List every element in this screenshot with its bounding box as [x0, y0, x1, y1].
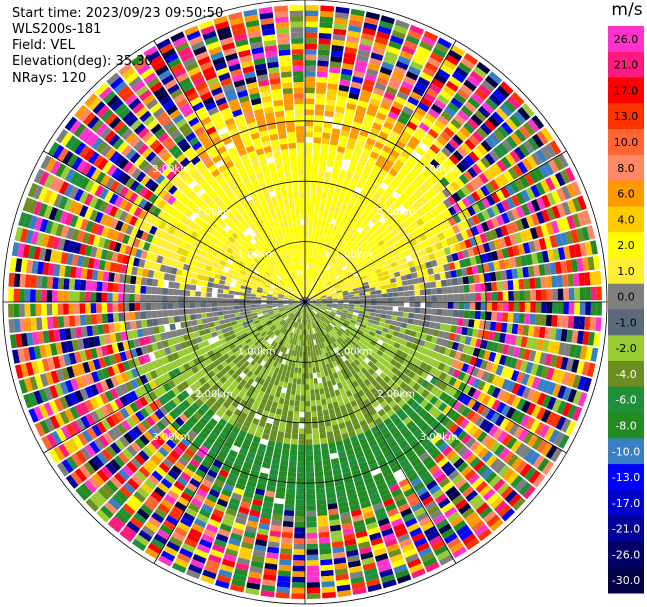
colorbar-cell: [608, 335, 644, 362]
range-label: 1.00km: [334, 250, 372, 261]
colorbar-tick-label: 2.0: [617, 239, 635, 252]
colorbar-cell: [608, 103, 644, 130]
colorbar-cell: [608, 180, 644, 207]
colorbar-cell: [608, 489, 644, 517]
range-label: 2.00km: [195, 389, 233, 400]
colorbar-tick-label: -6.0: [615, 394, 636, 407]
colorbar-tick-label: -1.0: [615, 316, 636, 329]
colorbar-tick-label: 17.0: [614, 84, 639, 97]
range-label: 3.00km: [152, 432, 190, 443]
colorbar-tick-label: -17.0: [612, 497, 640, 510]
range-label: 3.00km: [420, 164, 458, 175]
field-label: Field: VEL: [12, 38, 75, 53]
colorbar-tick-label: -10.0: [612, 445, 640, 458]
colorbar-cell: [608, 283, 644, 310]
colorbar-tick-label: -4.0: [615, 368, 636, 381]
range-label: 1.00km: [238, 250, 276, 261]
colorbar-cell: [608, 129, 644, 156]
colorbar-tick-label: -21.0: [612, 523, 640, 536]
colorbar: 26.0 21.0 17.0 13.0 10.0 8.0 6.0 4.0 2.0 1.0 0.0 -1…: [608, 26, 644, 594]
range-rings: [2, 0, 608, 605]
instrument-label: WLS200s-181: [12, 22, 102, 37]
colorbar-tick-label: 21.0: [614, 59, 639, 72]
colorbar-cell: [608, 515, 644, 542]
colorbar-tick-label: -30.0: [612, 574, 640, 587]
azimuth-spoke: [43, 301, 306, 454]
colorbar-cell: [608, 567, 644, 594]
range-label: 2.00km: [377, 389, 415, 400]
range-label: 1.00km: [334, 346, 372, 357]
azimuth-spoke: [304, 150, 567, 303]
colorbar-tick-label: 1.0: [617, 265, 635, 278]
elevation-label: Elevation(deg): 35.30: [12, 54, 153, 69]
colorbar-tick-label: -8.0: [615, 420, 636, 433]
range-label: 3.00km: [152, 164, 190, 175]
colorbar-tick-label: -2.0: [615, 342, 636, 355]
colorbar-cell: [608, 26, 644, 53]
colorbar-tick-label: 26.0: [614, 33, 639, 46]
azimuth-spoke: [304, 301, 457, 564]
range-label: 2.00km: [377, 207, 415, 218]
colorbar-cell: [608, 412, 644, 439]
colorbar-cell: [608, 541, 644, 568]
colorbar-title: m/s: [611, 0, 643, 20]
colorbar-cell: [608, 361, 644, 388]
colorbar-cell: [608, 386, 644, 414]
colorbar-cell: [608, 77, 644, 104]
colorbar-tick-label: 8.0: [617, 162, 635, 175]
nrays-label: NRays: 120: [12, 71, 87, 86]
colorbar-cell: [608, 232, 644, 259]
colorbar-tick-label: 10.0: [614, 136, 639, 149]
azimuth-spoke: [304, 301, 567, 454]
radial-gates: [8, 5, 602, 599]
colorbar-cell: [608, 51, 644, 79]
colorbar-tick-label: -26.0: [612, 548, 640, 561]
range-label: 3.00km: [420, 432, 458, 443]
colorbar-cell: [608, 309, 644, 336]
colorbar-tick-label: 13.0: [614, 110, 639, 123]
colorbar-cell: [608, 258, 644, 285]
azimuth-spoke: [153, 40, 306, 303]
colorbar-tick-label: -13.0: [612, 471, 640, 484]
colorbar-tick-label: 4.0: [617, 213, 635, 226]
colorbar-cell: [608, 464, 644, 491]
colorbar-tick-label: 0.0: [617, 291, 635, 304]
azimuth-spoke: [43, 150, 306, 303]
colorbar-cell: [608, 438, 644, 465]
colorbar-tick-label: 6.0: [617, 188, 635, 201]
range-label: 1.00km: [238, 346, 276, 357]
colorbar-cell: [608, 206, 644, 233]
azimuth-spoke: [153, 301, 306, 564]
start-time-label: Start time: 2023/09/23 09:50:50: [12, 6, 224, 21]
azimuth-spoke: [304, 40, 457, 303]
range-label: 2.00km: [195, 207, 233, 218]
colorbar-cell: [608, 154, 644, 182]
range-labels: 1.00km 1.00km 1.00km 1.00km 2.00km 2.00km 2.00…: [152, 164, 457, 443]
